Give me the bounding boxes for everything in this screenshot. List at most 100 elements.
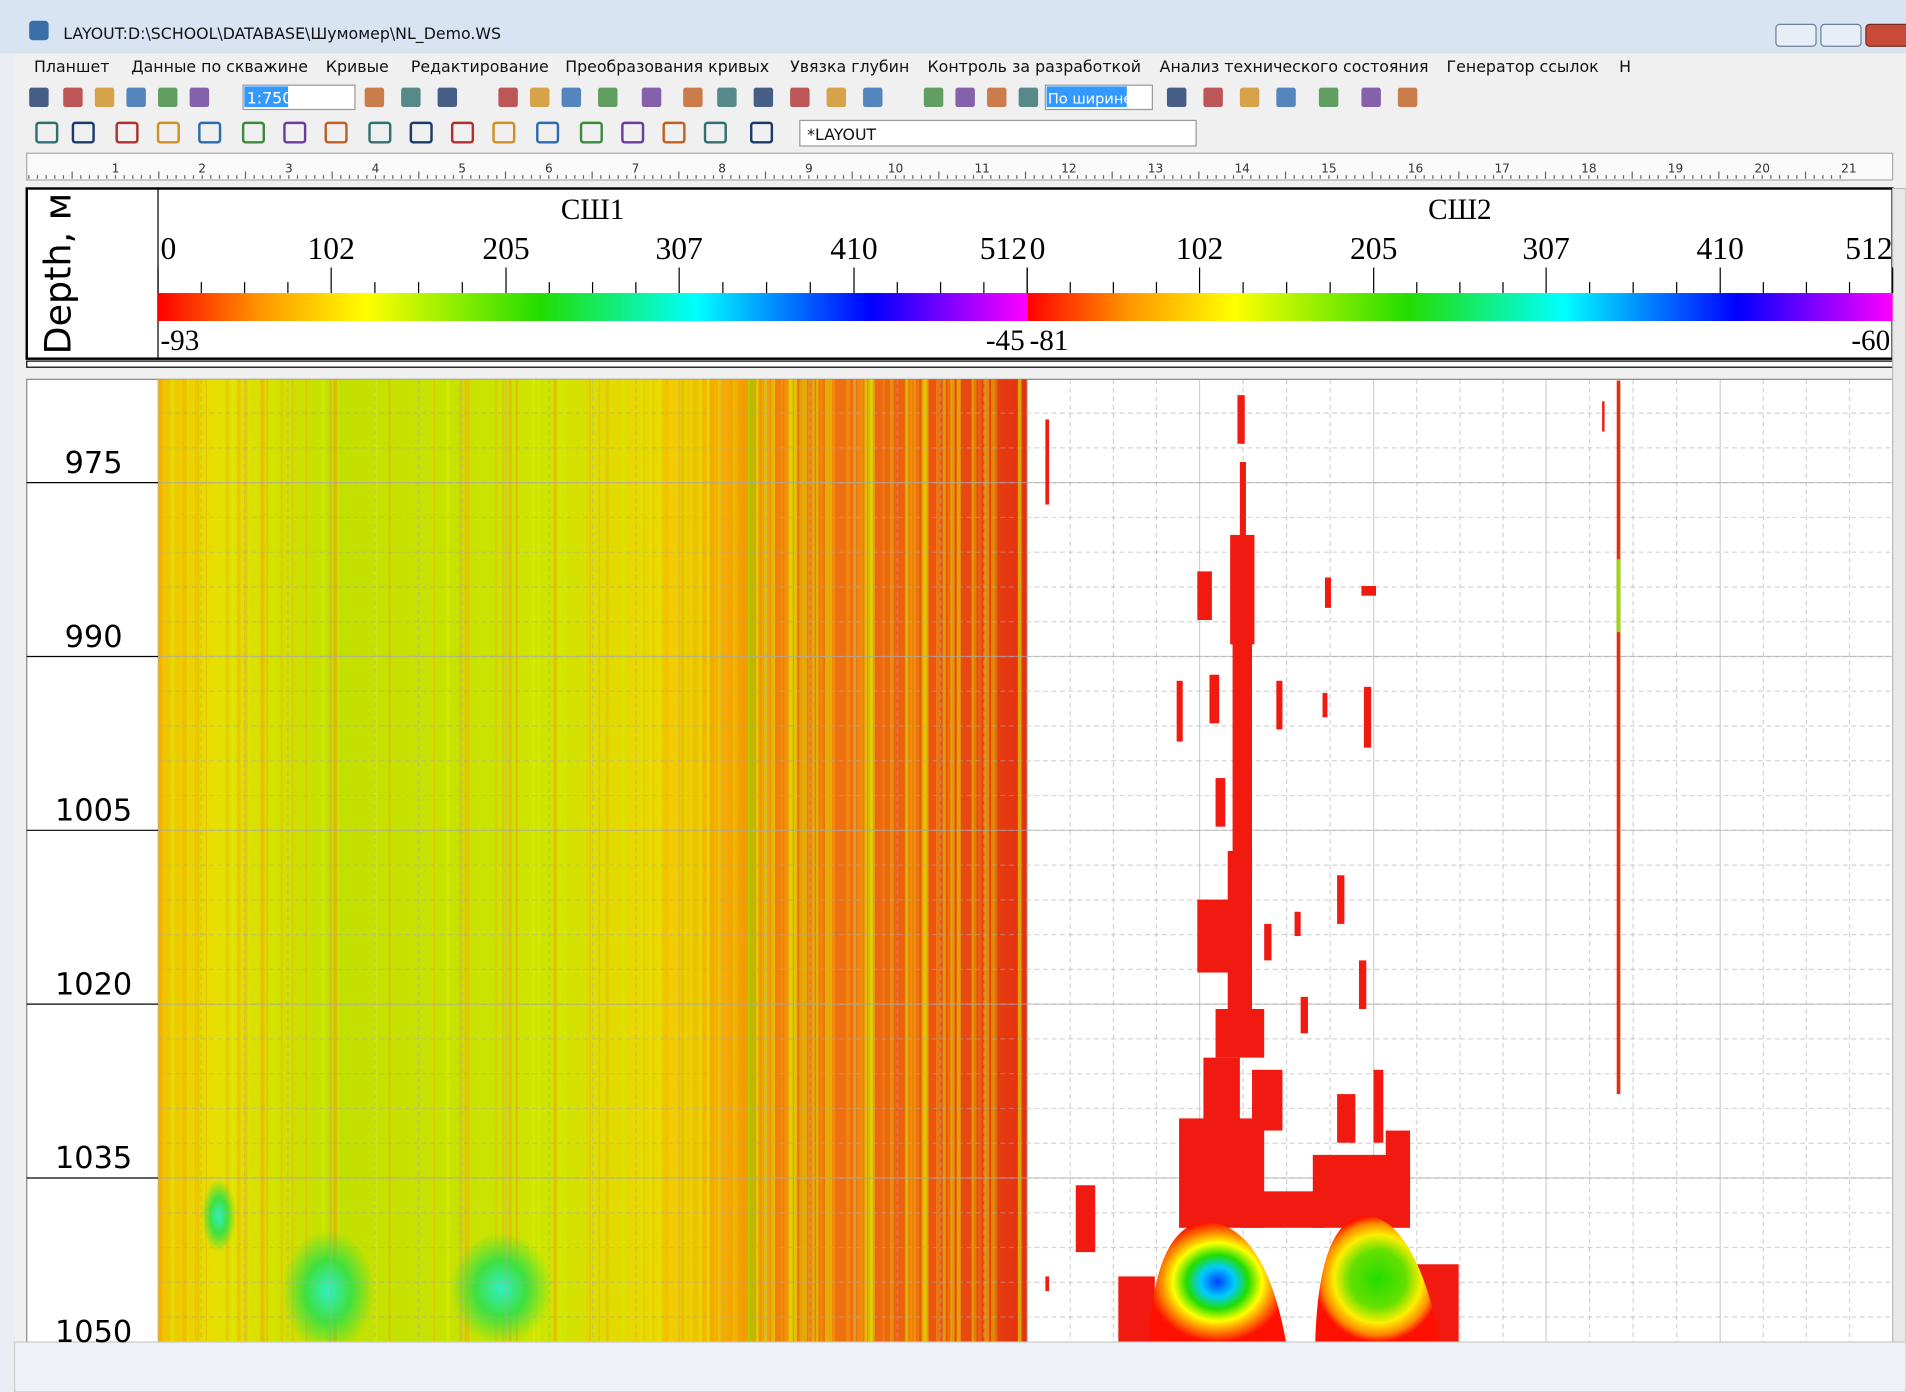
texture-stripe: [815, 379, 819, 1343]
texture-stripe: [271, 379, 275, 1343]
toolbar-button[interactable]: [324, 121, 348, 144]
toolbar-button[interactable]: [717, 87, 737, 108]
toolbar-button[interactable]: [198, 121, 222, 144]
close-button[interactable]: [1865, 23, 1906, 47]
toolbar-button[interactable]: [1397, 87, 1418, 108]
toolbar-button[interactable]: [498, 87, 518, 108]
texture-stripe: [445, 379, 450, 1343]
texture-stripe: [971, 379, 974, 1343]
toolbar-button[interactable]: [1276, 87, 1296, 108]
toolbar-button[interactable]: [753, 87, 774, 108]
menu-item[interactable]: Анализ технического состояния: [1160, 57, 1429, 76]
toolbar-button[interactable]: [955, 87, 975, 108]
texture-stripe: [431, 379, 436, 1343]
texture-stripe: [665, 379, 669, 1343]
toolbar-button[interactable]: [641, 87, 662, 108]
menu-item[interactable]: Планшет: [34, 57, 109, 76]
toolbar-button[interactable]: [35, 121, 59, 144]
texture-stripe: [584, 379, 589, 1343]
menu-item[interactable]: Редактирование: [411, 57, 549, 76]
toolbar-button[interactable]: [703, 121, 727, 144]
toolbar-button[interactable]: [826, 87, 847, 108]
toolbar-button[interactable]: [115, 121, 139, 144]
toolbar-button[interactable]: [492, 121, 516, 144]
zoom-selection: [1046, 86, 1127, 108]
texture-stripe: [263, 379, 266, 1343]
toolbar-button[interactable]: [241, 121, 265, 144]
menu-item[interactable]: Генератор ссылок: [1447, 57, 1600, 76]
menu-item[interactable]: Увязка глубин: [790, 57, 909, 76]
toolbar-button[interactable]: [126, 87, 146, 108]
texture-stripe: [780, 379, 783, 1343]
toolbar-button[interactable]: [561, 87, 582, 108]
toolbar-button[interactable]: [364, 87, 385, 108]
toolbar-button[interactable]: [189, 87, 210, 108]
heatmap-line: [1616, 380, 1621, 1095]
ruler-label: 5: [458, 162, 466, 176]
toolbar-button[interactable]: [450, 121, 475, 144]
layout-combo[interactable]: [799, 119, 1197, 147]
toolbar-button[interactable]: [598, 87, 618, 108]
texture-stripe: [762, 379, 764, 1343]
minimize-button[interactable]: [1775, 23, 1817, 47]
toolbar-button[interactable]: [1166, 87, 1187, 108]
toolbar-button[interactable]: [1018, 87, 1039, 108]
toolbar-button[interactable]: [579, 121, 603, 144]
toolbar-button[interactable]: [401, 87, 421, 108]
ruler-label: 18: [1581, 162, 1596, 176]
toolbar-button[interactable]: [529, 87, 550, 108]
toolbar-button[interactable]: [536, 121, 560, 144]
texture-stripe: [467, 379, 470, 1343]
ruler-label: 15: [1321, 162, 1336, 176]
toolbar-button[interactable]: [71, 121, 95, 144]
texture-stripe: [957, 379, 961, 1343]
toolbar-button[interactable]: [987, 87, 1007, 108]
toolbar-button[interactable]: [683, 87, 703, 108]
depth-label: 1005: [55, 794, 132, 829]
ruler-label: 20: [1754, 162, 1769, 176]
ruler-label: 16: [1408, 162, 1423, 176]
menu-item[interactable]: Кривые: [326, 57, 389, 76]
texture-stripe: [764, 379, 767, 1343]
toolbar-button[interactable]: [94, 87, 115, 108]
menu-item[interactable]: Контроль за разработкой: [927, 57, 1141, 76]
toolbar-button[interactable]: [1361, 87, 1381, 108]
heatmap-streak: [1237, 395, 1245, 444]
texture-stripe: [709, 379, 714, 1343]
toolbar-button[interactable]: [368, 121, 392, 144]
toolbar-button[interactable]: [283, 121, 307, 144]
texture-stripe: [811, 379, 815, 1343]
texture-stripe: [717, 379, 721, 1343]
menu-item[interactable]: Н: [1619, 57, 1631, 76]
texture-stripe: [499, 379, 502, 1343]
toolbar-button[interactable]: [621, 121, 645, 144]
toolbar-button[interactable]: [750, 121, 774, 144]
heatmap-streak: [1045, 1276, 1050, 1292]
title-bar: [0, 0, 1906, 54]
menu-item[interactable]: Данные по скважине: [131, 57, 308, 76]
toolbar-button[interactable]: [158, 87, 178, 108]
toolbar-button[interactable]: [63, 87, 83, 108]
toolbar-button[interactable]: [662, 121, 686, 144]
texture-stripe: [508, 379, 512, 1343]
toolbar-button[interactable]: [790, 87, 810, 108]
toolbar-button[interactable]: [409, 121, 433, 144]
heatmap-bump: [1315, 1215, 1441, 1343]
toolbar-button[interactable]: [923, 87, 944, 108]
toolbar-button[interactable]: [156, 121, 180, 144]
texture-stripe: [266, 379, 268, 1343]
toolbar-button[interactable]: [1239, 87, 1260, 108]
scrollbar[interactable]: [1892, 187, 1906, 1344]
toolbar-button[interactable]: [437, 87, 458, 108]
maximize-button[interactable]: [1820, 23, 1862, 47]
texture-stripe: [205, 379, 207, 1343]
texture-stripe: [905, 379, 908, 1343]
scale-tick-label: 512: [1845, 231, 1892, 266]
ruler-label: 17: [1494, 162, 1509, 176]
toolbar-button[interactable]: [863, 87, 883, 108]
menu-item[interactable]: Преобразования кривых: [565, 57, 769, 76]
ruler-label: 8: [718, 162, 726, 176]
toolbar-button[interactable]: [1203, 87, 1223, 108]
toolbar-button[interactable]: [29, 87, 49, 108]
toolbar-button[interactable]: [1318, 87, 1339, 108]
